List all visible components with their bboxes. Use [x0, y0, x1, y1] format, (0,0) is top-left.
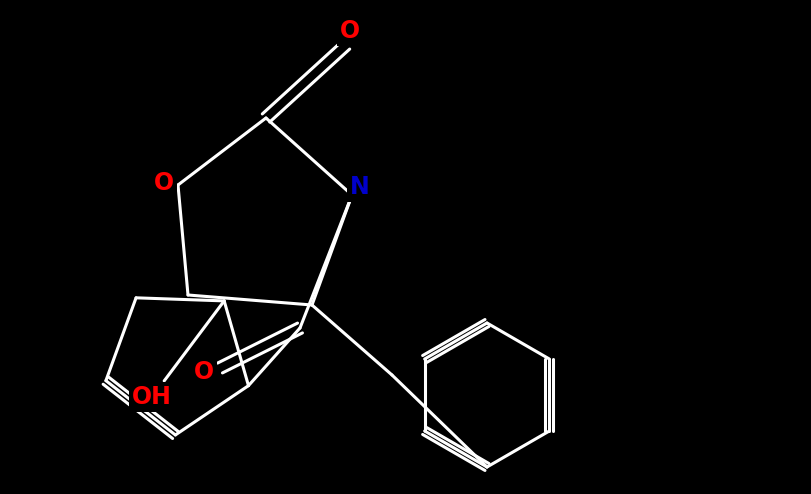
Text: OH: OH — [132, 385, 172, 409]
Text: O: O — [154, 171, 174, 195]
Text: N: N — [350, 175, 370, 199]
Text: O: O — [194, 360, 214, 384]
Text: O: O — [340, 19, 359, 43]
